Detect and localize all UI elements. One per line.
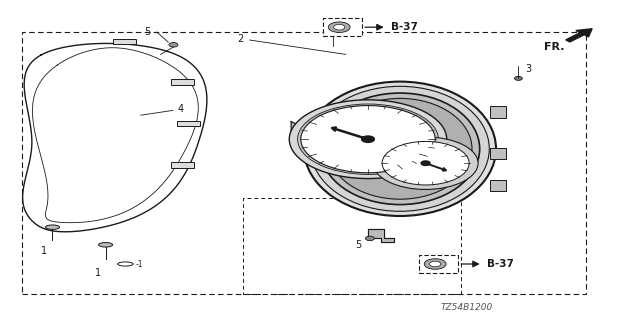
Circle shape bbox=[365, 236, 374, 241]
FancyArrow shape bbox=[566, 29, 592, 42]
Ellipse shape bbox=[424, 259, 446, 269]
Ellipse shape bbox=[321, 93, 480, 204]
Text: B-37: B-37 bbox=[487, 259, 514, 269]
Ellipse shape bbox=[311, 86, 489, 211]
Ellipse shape bbox=[328, 99, 472, 199]
FancyBboxPatch shape bbox=[419, 255, 458, 273]
FancyBboxPatch shape bbox=[171, 162, 194, 168]
Polygon shape bbox=[368, 229, 394, 242]
Text: B-37: B-37 bbox=[391, 22, 418, 32]
FancyBboxPatch shape bbox=[323, 19, 362, 36]
FancyBboxPatch shape bbox=[177, 121, 200, 126]
FancyBboxPatch shape bbox=[490, 148, 506, 159]
Circle shape bbox=[362, 136, 374, 142]
Circle shape bbox=[515, 76, 522, 80]
Text: TZ54B1200: TZ54B1200 bbox=[441, 303, 493, 312]
Ellipse shape bbox=[429, 261, 441, 267]
Circle shape bbox=[169, 43, 178, 47]
Polygon shape bbox=[291, 122, 304, 150]
Circle shape bbox=[421, 161, 430, 165]
Circle shape bbox=[301, 106, 435, 173]
Circle shape bbox=[289, 100, 447, 179]
FancyBboxPatch shape bbox=[490, 180, 506, 191]
FancyBboxPatch shape bbox=[171, 79, 194, 85]
Circle shape bbox=[382, 141, 469, 185]
Text: 5: 5 bbox=[144, 27, 150, 37]
FancyBboxPatch shape bbox=[490, 106, 506, 118]
FancyBboxPatch shape bbox=[113, 39, 136, 44]
Text: 2: 2 bbox=[237, 34, 243, 44]
Ellipse shape bbox=[333, 24, 345, 30]
Text: 5: 5 bbox=[355, 240, 362, 251]
Text: 4: 4 bbox=[178, 104, 184, 114]
Text: 1: 1 bbox=[95, 268, 101, 278]
Text: -1: -1 bbox=[136, 260, 143, 269]
Text: FR.: FR. bbox=[544, 43, 564, 52]
Text: 1: 1 bbox=[40, 246, 47, 256]
Text: 3: 3 bbox=[525, 64, 531, 74]
Circle shape bbox=[373, 137, 478, 189]
Ellipse shape bbox=[328, 22, 350, 33]
Ellipse shape bbox=[99, 243, 113, 247]
Ellipse shape bbox=[304, 82, 496, 216]
Circle shape bbox=[298, 104, 438, 174]
Ellipse shape bbox=[45, 225, 60, 229]
